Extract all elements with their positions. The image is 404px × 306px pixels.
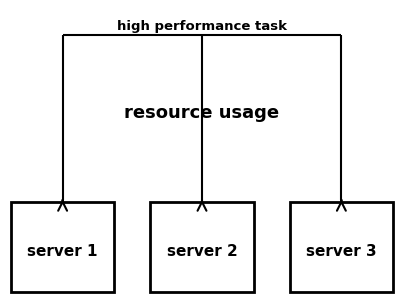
Bar	[290, 202, 393, 292]
Bar	[11, 202, 114, 292]
Bar	[151, 202, 254, 292]
Text: server 1: server 1	[27, 244, 98, 259]
Text: server 2: server 2	[166, 244, 238, 259]
Text: server 3: server 3	[306, 244, 377, 259]
Text: high performance task: high performance task	[117, 20, 287, 33]
Text: resource usage: resource usage	[124, 104, 280, 122]
